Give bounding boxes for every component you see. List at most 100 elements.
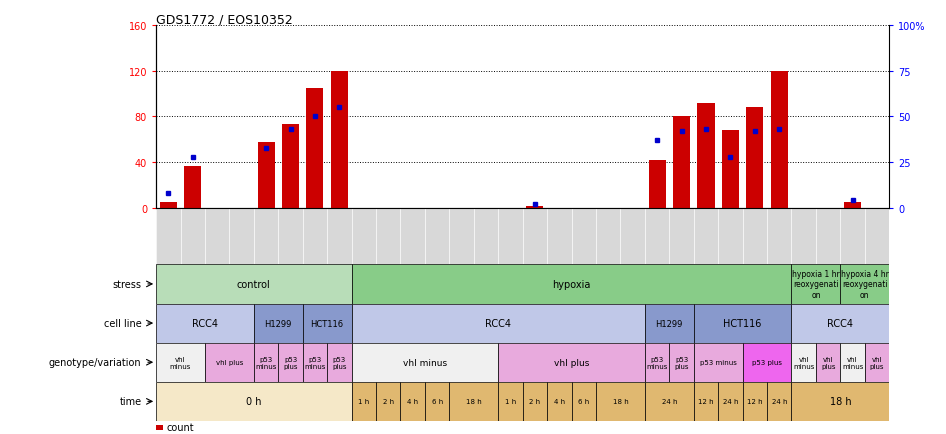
Text: H1299: H1299 — [265, 319, 292, 328]
Text: p53 plus: p53 plus — [752, 359, 782, 365]
Text: 4 h: 4 h — [553, 398, 565, 404]
Bar — [499, 382, 522, 421]
Bar — [184, 166, 201, 208]
Bar — [571, 382, 596, 421]
Bar — [205, 343, 254, 382]
Text: p53 minus: p53 minus — [700, 359, 737, 365]
Bar — [526, 206, 543, 208]
Bar — [792, 265, 840, 304]
Text: 24 h: 24 h — [723, 398, 738, 404]
Text: 2 h: 2 h — [530, 398, 540, 404]
Text: 0 h: 0 h — [246, 397, 262, 406]
Text: time: time — [119, 397, 142, 406]
Bar — [156, 265, 352, 304]
Bar — [840, 265, 889, 304]
Bar — [649, 161, 666, 208]
Text: 6 h: 6 h — [578, 398, 589, 404]
Text: RCC4: RCC4 — [485, 319, 511, 328]
Bar — [522, 382, 547, 421]
Text: hypoxia: hypoxia — [552, 279, 590, 289]
Bar — [254, 343, 278, 382]
Text: HCT116: HCT116 — [724, 319, 762, 328]
Bar — [499, 343, 645, 382]
Bar — [645, 304, 693, 343]
Bar — [815, 343, 840, 382]
Bar — [697, 104, 714, 208]
Text: 18 h: 18 h — [466, 398, 482, 404]
Bar — [331, 72, 348, 208]
Bar — [844, 203, 861, 208]
Text: vhl
plus: vhl plus — [821, 356, 835, 369]
Text: genotype/variation: genotype/variation — [49, 358, 142, 367]
Text: 12 h: 12 h — [698, 398, 714, 404]
Bar — [746, 108, 763, 208]
Text: control: control — [236, 279, 271, 289]
Bar — [160, 203, 177, 208]
Bar — [257, 142, 274, 208]
Text: RCC4: RCC4 — [828, 319, 853, 328]
Bar — [303, 304, 352, 343]
Bar — [156, 343, 205, 382]
Text: vhl plus: vhl plus — [553, 358, 589, 367]
Text: RCC4: RCC4 — [192, 319, 218, 328]
Text: stress: stress — [113, 279, 142, 289]
Text: vhl
minus: vhl minus — [793, 356, 815, 369]
Bar — [156, 304, 254, 343]
Bar — [307, 89, 324, 208]
Bar — [596, 382, 645, 421]
Bar — [156, 382, 352, 421]
Bar — [767, 382, 792, 421]
Text: vhl minus: vhl minus — [403, 358, 447, 367]
Text: vhl
minus: vhl minus — [170, 356, 191, 369]
Text: p53
plus: p53 plus — [674, 356, 689, 369]
Bar — [693, 382, 718, 421]
Bar — [254, 304, 303, 343]
Bar — [718, 382, 743, 421]
Bar — [722, 131, 739, 208]
Text: vhl plus: vhl plus — [216, 359, 243, 365]
Bar — [645, 343, 669, 382]
Text: 1 h: 1 h — [505, 398, 517, 404]
Text: p53
plus: p53 plus — [332, 356, 346, 369]
Text: 12 h: 12 h — [747, 398, 762, 404]
Bar — [673, 117, 690, 208]
Bar — [840, 343, 865, 382]
Text: cell line: cell line — [104, 319, 142, 328]
Text: GDS1772 / EOS10352: GDS1772 / EOS10352 — [156, 13, 293, 26]
Text: p53
minus: p53 minus — [305, 356, 325, 369]
Bar — [669, 343, 693, 382]
Bar — [282, 125, 299, 208]
Bar — [156, 425, 164, 430]
Text: vhl
minus: vhl minus — [842, 356, 864, 369]
Text: hypoxia 1 hr
reoxygenati
on: hypoxia 1 hr reoxygenati on — [792, 270, 840, 299]
Bar — [743, 343, 792, 382]
Bar — [771, 72, 788, 208]
Text: HCT116: HCT116 — [310, 319, 343, 328]
Bar — [352, 304, 645, 343]
Bar — [449, 382, 499, 421]
Bar — [352, 265, 792, 304]
Bar — [693, 343, 743, 382]
Bar — [547, 382, 571, 421]
Bar — [865, 343, 889, 382]
Text: H1299: H1299 — [656, 319, 683, 328]
Text: count: count — [166, 422, 194, 432]
Text: hypoxia 4 hr
reoxygenati
on: hypoxia 4 hr reoxygenati on — [841, 270, 888, 299]
Bar — [352, 382, 376, 421]
Text: 2 h: 2 h — [383, 398, 394, 404]
Text: p53
plus: p53 plus — [283, 356, 298, 369]
Text: 18 h: 18 h — [613, 398, 628, 404]
Text: 1 h: 1 h — [359, 398, 370, 404]
Bar — [425, 382, 449, 421]
Bar — [400, 382, 425, 421]
Text: p53
minus: p53 minus — [646, 356, 668, 369]
Bar — [645, 382, 693, 421]
Text: 24 h: 24 h — [661, 398, 677, 404]
Bar — [352, 343, 499, 382]
Text: p53
minus: p53 minus — [255, 356, 277, 369]
Bar — [376, 382, 400, 421]
Bar — [327, 343, 352, 382]
Text: vhl
plus: vhl plus — [869, 356, 885, 369]
Text: 18 h: 18 h — [830, 397, 851, 406]
Text: 6 h: 6 h — [431, 398, 443, 404]
